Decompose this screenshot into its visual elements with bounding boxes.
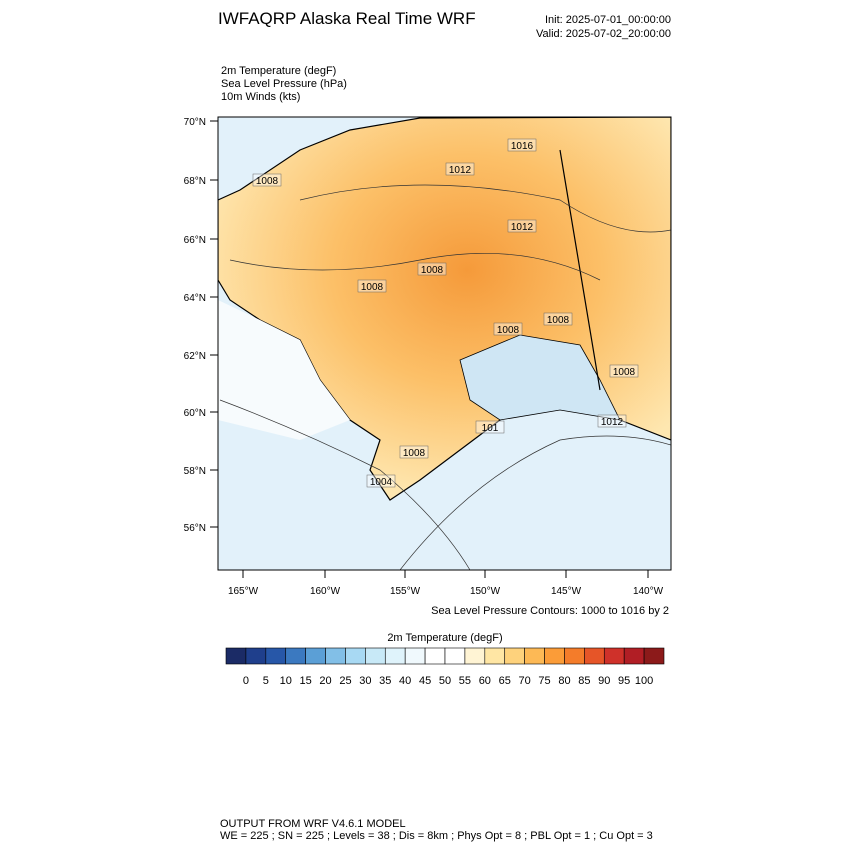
colorbar-box: [544, 647, 565, 665]
colorbar-box: [564, 647, 585, 665]
contour-label: 1012: [449, 165, 472, 176]
lat-label: 60°N: [184, 408, 206, 419]
title: IWFAQRP Alaska Real Time WRF: [218, 9, 476, 28]
colorbar-label: 65: [499, 675, 511, 687]
field-label: 10m Winds (kts): [221, 91, 300, 103]
colorbar-box: [265, 647, 287, 665]
contour-label: 1008: [613, 367, 636, 378]
lat-label: 68°N: [184, 176, 206, 187]
contour-label: 1008: [547, 315, 570, 326]
colorbar-label: 0: [243, 675, 249, 687]
colorbar-box: [524, 647, 545, 665]
lat-label: 58°N: [184, 466, 206, 477]
colorbar-box: [484, 647, 506, 665]
contour-label-box: [597, 414, 627, 428]
colorbar-label: 10: [280, 675, 292, 687]
colorbar-label: 80: [558, 675, 570, 687]
colorbar-label: 25: [339, 675, 351, 687]
contour-label-box: [445, 162, 475, 176]
lon-label: 140°W: [633, 586, 664, 597]
lat-label: 66°N: [184, 235, 206, 246]
lon-label: 145°W: [551, 586, 582, 597]
contour-note: Sea Level Pressure Contours: 1000 to 101…: [431, 605, 669, 617]
colorbar-box: [444, 647, 466, 665]
init: Init: 2025-07-01_00:00:00: [545, 14, 671, 26]
contour-label-box: [493, 322, 523, 336]
lat-label: 56°N: [184, 523, 206, 534]
colorbar-label: 50: [439, 675, 451, 687]
contour-label: 1008: [256, 176, 279, 187]
contour-label-box: [252, 173, 282, 187]
colorbar-label: 30: [359, 675, 371, 687]
contour-label-box: [417, 262, 447, 276]
colorbar-box: [404, 647, 426, 665]
map-frame: [217, 116, 672, 571]
footer-line: OUTPUT FROM WRF V4.6.1 MODEL: [220, 818, 406, 830]
contour-label-box: [366, 474, 396, 488]
colorbar-label: 75: [538, 675, 550, 687]
colorbar-box: [365, 647, 386, 665]
contour-label: 1008: [421, 265, 444, 276]
colorbar-box: [384, 647, 406, 665]
colorbar-label: 90: [598, 675, 610, 687]
colorbar-box: [345, 647, 366, 665]
colorbar-label: 70: [519, 675, 531, 687]
contour-label: 1012: [601, 417, 624, 428]
contour-label-box: [357, 279, 387, 293]
footer-line: WE = 225 ; SN = 225 ; Levels = 38 ; Dis …: [220, 830, 653, 842]
lon-label: 150°W: [470, 586, 501, 597]
colorbar-label: 5: [263, 675, 269, 687]
colorbar-box: [623, 647, 645, 665]
colorbar-label: 15: [300, 675, 312, 687]
contour-label-box: [507, 219, 537, 233]
colorbar-box: [504, 647, 525, 665]
colorbar-box: [584, 647, 605, 665]
colorbar-label: 60: [479, 675, 491, 687]
colorbar-label: 40: [399, 675, 411, 687]
contour-label: 101: [482, 423, 499, 434]
colorbar-label: 100: [635, 675, 653, 687]
contour-label-box: [399, 445, 429, 459]
contour-label: 1008: [361, 282, 384, 293]
contour-label-box: [543, 312, 573, 326]
colorbar-box: [464, 647, 486, 665]
map-body: [218, 117, 671, 570]
field-label: Sea Level Pressure (hPa): [221, 78, 347, 90]
lat-label: 64°N: [184, 293, 206, 304]
field-label: 2m Temperature (degF): [221, 65, 336, 77]
colorbar-box: [225, 647, 247, 665]
colorbar-label: 20: [319, 675, 331, 687]
colorbar-box: [643, 647, 665, 665]
colorbar-box: [424, 647, 446, 665]
colorbar-label: 45: [419, 675, 431, 687]
contour-label: 1012: [511, 222, 534, 233]
colorbar-box: [603, 647, 625, 665]
colorbar-title: 2m Temperature (degF): [387, 632, 502, 644]
colorbar-box: [245, 647, 267, 665]
lat-label: 70°N: [184, 117, 206, 128]
contour-label: 1016: [511, 141, 534, 152]
lon-label: 165°W: [228, 586, 259, 597]
contour-label: 1008: [497, 325, 520, 336]
contour-label: 1008: [403, 448, 426, 459]
colorbar-label: 35: [379, 675, 391, 687]
contour-label-box: [609, 364, 639, 378]
colorbar-label: 55: [459, 675, 471, 687]
colorbar-box: [285, 647, 306, 665]
lat-label: 62°N: [184, 351, 206, 362]
colorbar-label: 95: [618, 675, 630, 687]
contour-label: 1004: [370, 477, 393, 488]
lon-label: 160°W: [310, 586, 341, 597]
contour-label-box: [507, 138, 537, 152]
colorbar-box: [325, 647, 346, 665]
colorbar-box: [305, 647, 326, 665]
lon-label: 155°W: [390, 586, 421, 597]
colorbar-label: 85: [578, 675, 590, 687]
contour-label-box: [475, 420, 505, 434]
valid: Valid: 2025-07-02_20:00:00: [536, 28, 671, 40]
